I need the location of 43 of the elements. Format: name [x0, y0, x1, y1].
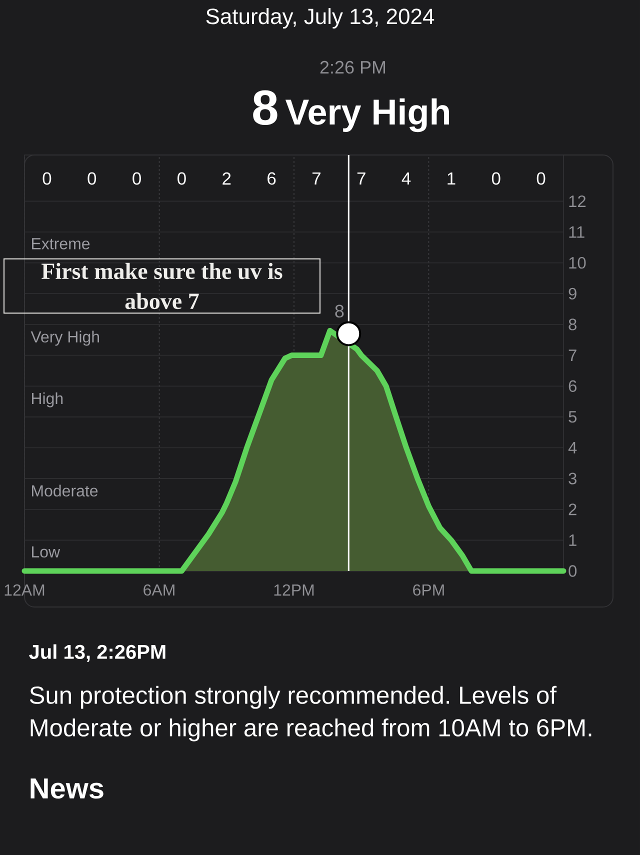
annotation: High [32, 392, 63, 408]
x-tick-label: 12PM [274, 584, 314, 596]
y-tick-label: 1 [569, 534, 576, 546]
annotation: 7 [357, 172, 366, 185]
text: Jul 13, 2:26PM [29, 644, 166, 662]
annotation: 6 [268, 172, 276, 185]
y-tick-label: 12 [569, 195, 586, 207]
annotation: 0 [178, 172, 186, 185]
text: Sun protection strongly recommended. Levels of Moderate or higher are reached from 10AM to 6PM. [30, 686, 592, 742]
annotation: 4 [402, 172, 411, 185]
annotation: First make sure the uv is above 7 [42, 262, 282, 310]
x-tick-label: 6AM [144, 584, 174, 596]
text: News [30, 778, 104, 799]
annotation: 0 [492, 172, 500, 185]
annotation: 0 [88, 172, 96, 185]
annotation: Extreme [32, 238, 90, 250]
text: Very High [285, 98, 449, 132]
annotation: 0 [536, 172, 546, 185]
x-tick-label: 12AM [4, 584, 44, 596]
annotation: 2 [222, 172, 231, 185]
y-tick-label: 0 [568, 565, 577, 577]
y-tick-label: 3 [568, 472, 576, 484]
annotation: 7 [312, 172, 320, 185]
data-label: 8 [335, 304, 344, 318]
y-tick-label: 10 [569, 257, 586, 269]
annotation: 1 [448, 172, 456, 185]
text: 8 [253, 90, 278, 125]
annotation: Low [32, 546, 60, 558]
annotation: Very High [30, 330, 100, 346]
y-tick-label: 4 [568, 442, 577, 454]
x-tick-label: 6PM [413, 584, 444, 596]
chart-title: Saturday, July 13, 2024 [206, 8, 434, 29]
chart-subtitle: 2:26 PM [320, 60, 386, 74]
y-tick-label: 8 [568, 318, 576, 330]
y-tick-label: 2 [568, 504, 576, 516]
y-tick-label: 11 [569, 226, 584, 238]
y-tick-label: 7 [568, 350, 576, 361]
annotation: Moderate [32, 484, 98, 497]
annotation: 0 [42, 172, 52, 185]
y-tick-label: 6 [568, 380, 576, 392]
y-tick-label: 5 [568, 411, 577, 423]
annotation: 0 [132, 172, 141, 185]
y-tick-label: 9 [568, 288, 576, 300]
